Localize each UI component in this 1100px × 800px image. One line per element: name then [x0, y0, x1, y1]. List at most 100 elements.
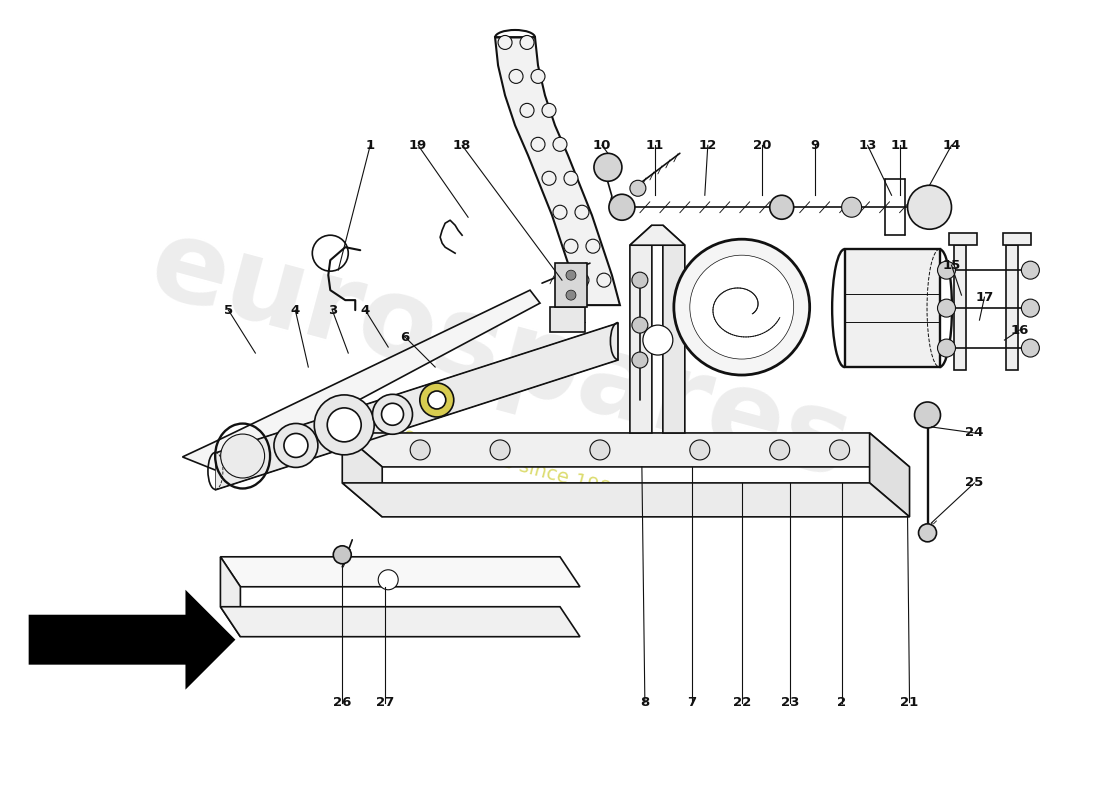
Circle shape — [542, 171, 556, 186]
Circle shape — [221, 434, 265, 478]
Polygon shape — [342, 433, 382, 517]
Circle shape — [597, 273, 611, 287]
Circle shape — [1022, 261, 1040, 279]
Circle shape — [531, 138, 544, 151]
Circle shape — [937, 261, 956, 279]
Text: 3: 3 — [328, 304, 337, 317]
Circle shape — [690, 440, 710, 460]
Polygon shape — [495, 38, 620, 305]
Circle shape — [918, 524, 936, 542]
Circle shape — [520, 35, 534, 50]
Circle shape — [284, 434, 308, 458]
Circle shape — [594, 154, 621, 182]
Circle shape — [373, 394, 412, 434]
Circle shape — [420, 383, 454, 417]
Circle shape — [609, 194, 635, 220]
Text: 26: 26 — [333, 696, 352, 709]
Circle shape — [770, 195, 794, 219]
Circle shape — [590, 440, 609, 460]
Circle shape — [327, 408, 361, 442]
Circle shape — [631, 352, 648, 368]
Text: eurospares: eurospares — [138, 208, 862, 502]
Text: 5: 5 — [223, 304, 233, 317]
Bar — [556, 263, 587, 307]
Circle shape — [498, 35, 512, 50]
Circle shape — [575, 206, 589, 219]
Text: 6: 6 — [400, 330, 410, 343]
Circle shape — [531, 70, 544, 83]
Text: 1: 1 — [365, 139, 375, 152]
Circle shape — [1022, 339, 1040, 357]
Text: 16: 16 — [1010, 323, 1028, 337]
Polygon shape — [630, 226, 685, 245]
Circle shape — [382, 403, 404, 426]
Circle shape — [566, 290, 576, 300]
Circle shape — [690, 255, 794, 359]
Circle shape — [908, 186, 952, 230]
Circle shape — [566, 270, 576, 280]
Circle shape — [1022, 299, 1040, 317]
Circle shape — [553, 206, 566, 219]
Polygon shape — [220, 557, 580, 586]
Circle shape — [553, 138, 566, 151]
Polygon shape — [183, 290, 540, 473]
Circle shape — [564, 239, 578, 253]
Text: 4: 4 — [361, 304, 370, 317]
Text: 18: 18 — [453, 139, 471, 152]
Circle shape — [520, 103, 534, 118]
Text: 11: 11 — [646, 139, 664, 152]
Polygon shape — [29, 590, 235, 690]
Text: 25: 25 — [966, 476, 983, 490]
Circle shape — [274, 423, 318, 467]
Text: 17: 17 — [976, 290, 993, 304]
Bar — [1003, 234, 1032, 245]
Circle shape — [914, 402, 940, 428]
Text: 27: 27 — [376, 696, 394, 709]
Circle shape — [642, 325, 673, 355]
Circle shape — [509, 70, 522, 83]
Polygon shape — [342, 483, 910, 517]
Circle shape — [315, 395, 374, 455]
Circle shape — [410, 440, 430, 460]
Circle shape — [575, 273, 589, 287]
Polygon shape — [220, 557, 241, 637]
Bar — [949, 234, 978, 245]
Circle shape — [542, 103, 556, 118]
Circle shape — [428, 391, 446, 409]
Text: 11: 11 — [890, 139, 909, 152]
Text: 2: 2 — [837, 696, 846, 709]
Bar — [845, 249, 939, 367]
Text: 12: 12 — [698, 139, 717, 152]
Polygon shape — [220, 606, 580, 637]
Circle shape — [630, 180, 646, 196]
Polygon shape — [216, 323, 618, 490]
Circle shape — [586, 239, 600, 253]
Circle shape — [333, 546, 351, 564]
Text: a passion for parts since 1985: a passion for parts since 1985 — [336, 407, 625, 502]
Circle shape — [564, 171, 578, 186]
Text: 14: 14 — [943, 139, 960, 152]
Circle shape — [378, 570, 398, 590]
Bar — [1006, 245, 1019, 370]
Circle shape — [829, 440, 849, 460]
Text: 8: 8 — [640, 696, 649, 709]
Text: 22: 22 — [733, 696, 751, 709]
Circle shape — [770, 440, 790, 460]
Text: 20: 20 — [752, 139, 771, 152]
Circle shape — [842, 198, 861, 218]
Text: 21: 21 — [901, 696, 918, 709]
Bar — [550, 307, 585, 332]
Polygon shape — [870, 433, 910, 517]
Text: 19: 19 — [409, 139, 427, 152]
Text: 23: 23 — [781, 696, 799, 709]
Polygon shape — [342, 433, 910, 467]
Circle shape — [631, 272, 648, 288]
Text: 15: 15 — [943, 258, 960, 272]
Circle shape — [674, 239, 810, 375]
Bar — [955, 245, 967, 370]
Text: 24: 24 — [966, 426, 983, 439]
Circle shape — [937, 339, 956, 357]
Text: 7: 7 — [688, 696, 696, 709]
Text: 9: 9 — [810, 139, 820, 152]
Polygon shape — [630, 226, 652, 433]
